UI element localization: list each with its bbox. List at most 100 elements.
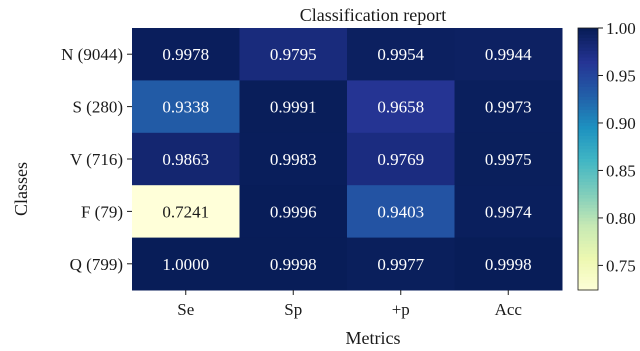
colorbar-segment xyxy=(578,50,598,55)
colorbar-segment xyxy=(578,103,598,108)
colorbar-segment xyxy=(578,165,598,170)
colorbar-segment xyxy=(578,83,598,88)
heatmap-cell xyxy=(239,132,348,186)
colorbar-segment xyxy=(578,126,598,131)
colorbar-segment xyxy=(578,211,598,216)
colorbar-segment xyxy=(578,267,598,271)
colorbar-segment xyxy=(578,100,598,104)
cell-value-label: 0.9975 xyxy=(485,150,532,169)
colorbar-segment xyxy=(578,168,598,173)
cell-value-label: 0.9944 xyxy=(485,45,532,64)
colorbar-segment xyxy=(578,276,598,281)
colorbar-segment xyxy=(578,113,598,118)
colorbar-segment xyxy=(578,44,598,49)
colorbar-segment xyxy=(578,175,598,180)
colorbar-segment xyxy=(578,263,598,268)
cell-value-label: 0.9998 xyxy=(485,255,532,274)
chart-title: Classification report xyxy=(300,5,446,25)
cell-value-label: 1.0000 xyxy=(162,255,209,274)
colorbar-segment xyxy=(578,142,598,147)
colorbar-segment xyxy=(578,240,598,245)
colorbar-segment xyxy=(578,54,598,59)
cell-value-label: 0.9403 xyxy=(377,202,424,221)
x-tick-label: Se xyxy=(177,300,194,319)
heatmap-cell xyxy=(239,237,348,291)
colorbar-segment xyxy=(578,80,598,85)
colorbar-segment xyxy=(578,201,598,206)
heatmap-cell xyxy=(132,185,240,239)
colorbar-segment xyxy=(578,257,598,262)
colorbar-segment xyxy=(578,31,598,36)
colorbar-segment xyxy=(578,172,598,176)
colorbar: 1.00 0.95 0.90 0.85 0.80 0.75 xyxy=(577,19,636,291)
y-tick-label: S (280) xyxy=(72,98,123,117)
colorbar-segment xyxy=(578,57,598,62)
colorbar-segment xyxy=(578,37,598,42)
colorbar-segment xyxy=(578,227,598,232)
colorbar-segment xyxy=(578,90,598,95)
heatmap-cell xyxy=(454,28,563,81)
colorbar-segment xyxy=(578,231,598,235)
cell-value-label: 0.9954 xyxy=(377,45,424,64)
cell-value-label: 0.9863 xyxy=(162,150,209,169)
colorbar-segment xyxy=(578,191,598,196)
y-tick-label: F (79) xyxy=(81,202,123,221)
colorbar-segment xyxy=(578,64,598,68)
cell-value-label: 0.9991 xyxy=(270,98,317,117)
colorbar-segment xyxy=(578,214,598,219)
heatmap-cell xyxy=(347,28,455,81)
x-tick-label: +p xyxy=(392,300,410,319)
heatmap-cell xyxy=(454,237,563,291)
colorbar-segment xyxy=(578,93,598,98)
colorbar-segment xyxy=(578,47,598,52)
x-tick-labels: Se Sp +p Acc xyxy=(177,290,522,319)
cell-value-label: 0.9978 xyxy=(162,45,209,64)
colorbar-segment xyxy=(578,60,598,65)
colorbar-segment xyxy=(578,283,598,288)
cell-value-label: 0.9996 xyxy=(270,202,317,221)
colorbar-segment xyxy=(578,129,598,134)
heatmap-cell xyxy=(132,132,240,186)
colorbar-segment xyxy=(578,116,598,121)
colorbar-tick-label: 0.75 xyxy=(606,256,636,275)
cell-value-label: 0.9769 xyxy=(377,150,424,169)
heatmap-cell xyxy=(239,80,348,134)
colorbar-segment xyxy=(578,188,598,193)
colorbar-segment xyxy=(578,185,598,190)
cell-value-label: 0.9795 xyxy=(270,45,317,64)
colorbar-segment xyxy=(578,224,598,229)
colorbar-segment xyxy=(578,119,598,124)
colorbar-segment xyxy=(578,41,598,45)
colorbar-segment xyxy=(578,109,598,114)
heatmap-cell xyxy=(454,185,563,239)
heatmap-cell xyxy=(132,80,240,134)
colorbar-segment xyxy=(578,149,598,154)
colorbar-segment xyxy=(578,67,598,72)
colorbar-segment xyxy=(578,106,598,111)
heatmap-cell xyxy=(347,132,455,186)
colorbar-segment xyxy=(578,181,598,186)
colorbar-segment xyxy=(578,155,598,160)
cell-value-label: 0.9974 xyxy=(485,202,532,221)
colorbar-segment xyxy=(578,77,598,81)
colorbar-segment xyxy=(578,178,598,183)
colorbar-segment xyxy=(578,247,598,252)
heatmap-cell xyxy=(454,80,563,134)
colorbar-segment xyxy=(578,28,598,32)
colorbar-segment xyxy=(578,70,598,75)
heatmap-cells: 0.9978 0.9795 0.9954 0.9944 0.9338 0.9991 0.96… xyxy=(132,28,563,291)
colorbar-segment xyxy=(578,270,598,275)
heatmap-cell xyxy=(347,80,455,134)
colorbar-segment xyxy=(578,250,598,255)
heatmap-cell xyxy=(239,28,348,81)
x-axis-label: Metrics xyxy=(346,328,401,348)
colorbar-segment xyxy=(578,280,598,285)
colorbar-segment xyxy=(578,260,598,265)
y-tick-label: Q (799) xyxy=(70,255,123,274)
x-tick-label: Acc xyxy=(495,300,523,319)
cell-value-label: 0.9977 xyxy=(377,255,424,274)
colorbar-segment xyxy=(578,139,598,144)
cell-value-label: 0.9338 xyxy=(162,98,209,117)
colorbar-segment xyxy=(578,162,598,167)
